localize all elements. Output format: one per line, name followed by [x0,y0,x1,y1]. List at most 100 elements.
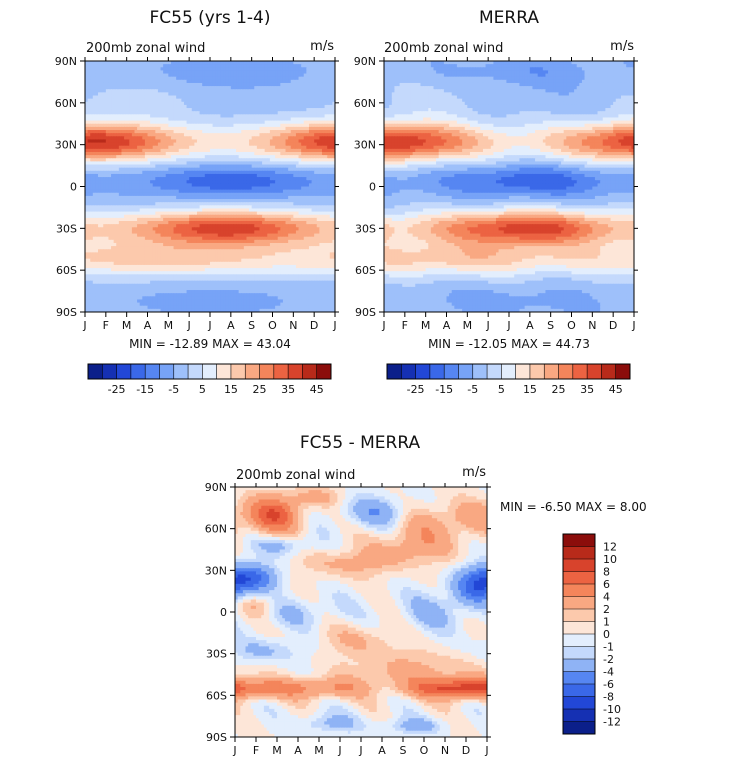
field-cell [230,67,235,72]
field-cell [303,186,307,191]
field-cell [196,89,201,93]
field-cell [199,86,203,90]
field-cell [139,89,143,93]
field-cell [116,158,120,162]
field-cell [306,142,310,147]
field-cell [306,221,310,225]
field-cell [288,211,292,216]
field-cell [129,70,133,75]
field-cell [170,92,175,97]
field-cell [210,214,214,219]
field-cell [124,108,128,112]
field-cell [223,161,227,166]
field-cell [98,136,102,141]
field-cell [230,142,235,147]
field-cell [311,117,315,122]
field-cell [220,104,224,109]
field-cell [191,192,195,197]
field-cell [225,133,229,137]
field-cell [100,101,104,106]
field-cell [126,211,130,216]
field-cell [144,130,149,134]
field-cell [137,217,141,222]
field-cell [324,120,328,125]
field-cell [189,177,193,181]
field-cell [116,180,120,184]
field-cell [183,199,188,203]
field-cell [155,67,159,72]
field-cell [196,120,201,125]
field-cell [202,199,206,203]
field-cell [272,167,276,172]
field-cell [311,208,315,213]
field-cell [95,123,99,128]
field-cell [241,86,245,90]
field-cell [160,195,164,200]
field-cell [118,195,123,200]
field-cell [202,170,206,175]
field-cell [319,70,323,75]
field-cell [118,151,123,156]
field-cell [220,173,224,178]
field-cell [134,202,138,206]
field-cell [194,158,198,162]
field-cell [262,199,266,203]
field-cell [225,61,229,65]
field-cell [210,211,214,216]
field-cell [150,73,154,78]
field-cell [251,189,255,194]
field-cell [87,95,91,100]
field-cell [249,208,253,213]
field-cell [233,86,237,90]
field-cell [95,86,99,90]
field-cell [293,208,297,213]
field-cell [282,130,287,134]
field-cell [95,117,99,122]
field-cell [186,148,190,153]
field-cell [238,192,242,197]
field-cell [147,183,151,188]
field-cell [246,155,250,159]
field-cell [275,177,279,181]
field-cell [314,76,318,81]
field-cell [327,108,331,112]
field-cell [282,186,287,191]
field-cell [298,221,302,225]
field-cell [142,101,146,106]
field-cell [288,205,292,210]
field-cell [111,217,115,222]
field-cell [113,173,117,178]
field-cell [147,189,151,194]
field-cell [144,205,149,210]
field-cell [144,111,149,115]
field-cell [178,126,182,131]
field-cell [324,114,328,119]
field-cell [236,98,240,103]
field-cell [87,86,91,90]
field-cell [301,148,305,153]
field-cell [293,61,297,65]
field-cell [98,95,102,100]
field-cell [314,180,318,184]
field-cell [262,217,266,222]
field-cell [92,161,97,166]
field-cell [314,123,318,128]
field-cell [196,186,201,191]
field-cell [144,167,149,172]
field-cell [332,111,335,115]
field-cell [243,64,248,68]
field-cell [277,161,281,166]
field-cell [186,195,190,200]
field-cell [105,199,110,203]
field-cell [264,98,268,103]
field-cell [233,139,237,144]
field-cell [157,139,162,144]
field-cell [87,177,91,181]
field-cell [217,123,222,128]
field-cell [230,70,235,75]
field-cell [207,183,211,188]
field-cell [262,164,266,169]
field-cell [236,192,240,197]
field-cell [233,202,237,206]
field-cell [85,224,89,228]
